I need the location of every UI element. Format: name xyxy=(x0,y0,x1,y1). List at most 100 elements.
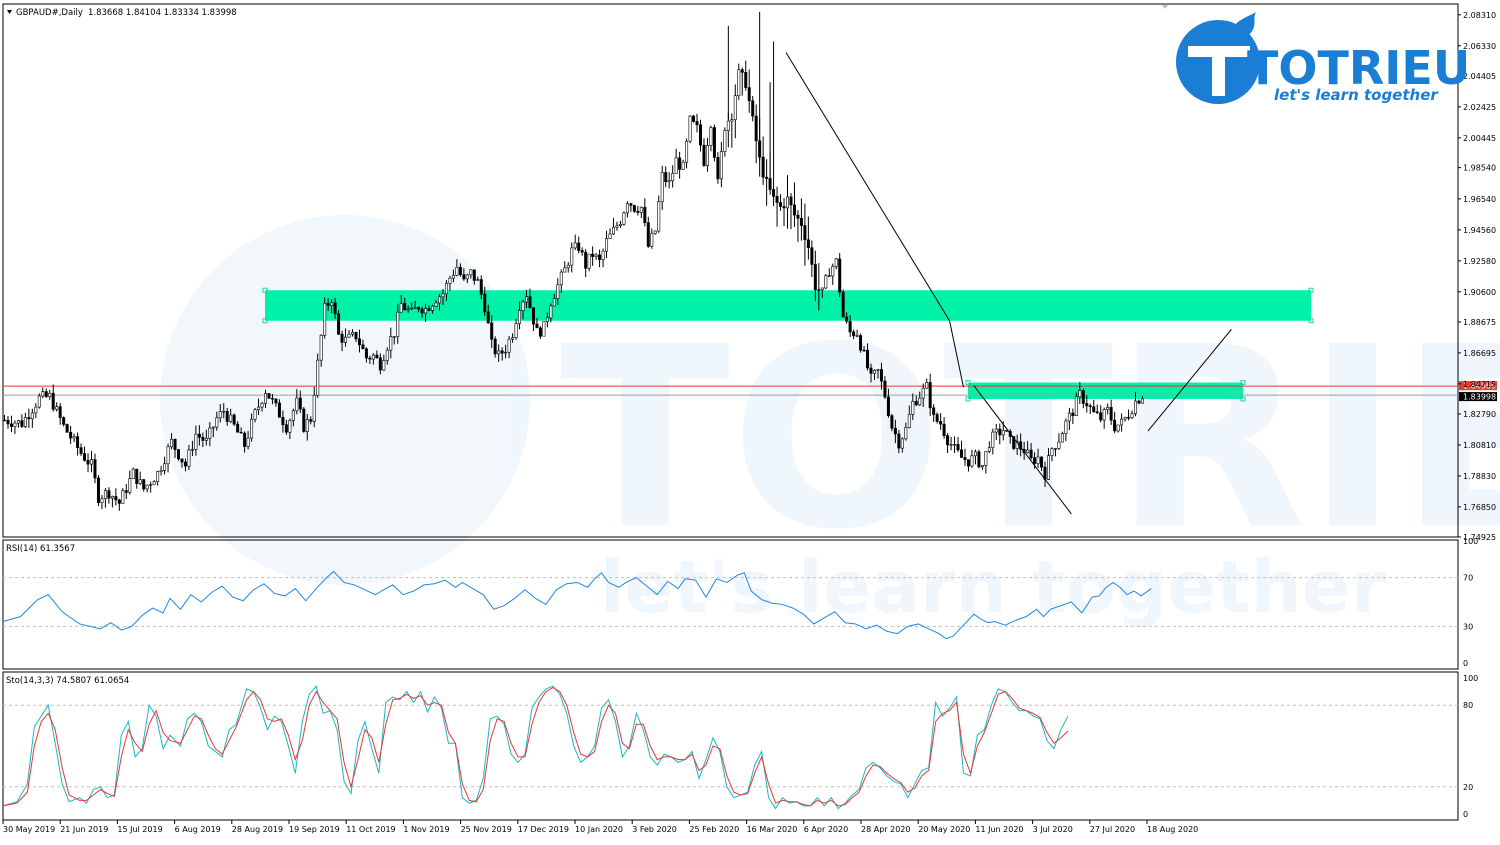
date-axis-label: 19 Sep 2019 xyxy=(289,825,340,834)
price-axis-label: 2.06330 xyxy=(1463,42,1496,51)
candle-body xyxy=(100,498,104,503)
zone-handle[interactable] xyxy=(262,318,268,324)
candle-body xyxy=(966,459,970,467)
candle-body xyxy=(79,447,83,454)
price-hlines[interactable]: 1.84569 1.83998 xyxy=(3,381,1497,402)
zone-handle[interactable] xyxy=(965,380,971,386)
candle-body xyxy=(664,172,668,183)
candle-body xyxy=(319,335,323,361)
candle-body xyxy=(187,449,191,467)
candle-body xyxy=(58,406,62,418)
candle-body xyxy=(476,279,480,281)
price-axis-label: 1.92580 xyxy=(1463,257,1496,266)
candle-body xyxy=(747,87,751,102)
candle-body xyxy=(406,308,410,311)
candle-body xyxy=(521,301,525,311)
candle-body xyxy=(1123,417,1127,420)
zone-handle[interactable] xyxy=(1240,380,1246,386)
candle-body xyxy=(420,308,424,314)
candle-body xyxy=(51,392,55,410)
candle-body xyxy=(545,317,549,322)
candle-body xyxy=(490,322,494,340)
candle-body xyxy=(354,332,358,340)
zone-handle[interactable] xyxy=(965,396,971,402)
trendline[interactable] xyxy=(1147,329,1232,432)
candle-body xyxy=(392,336,396,338)
price-axis-label: 1.96540 xyxy=(1463,195,1496,204)
price-axis-label: 1.74925 xyxy=(1463,533,1496,542)
candle-body xyxy=(1060,433,1064,443)
candle-body xyxy=(340,333,344,343)
candle-body xyxy=(298,397,302,410)
date-axis-label: 28 Aug 2019 xyxy=(232,825,283,834)
candle-body xyxy=(288,420,292,433)
watermark-brand: TOTRIEU xyxy=(560,293,1500,584)
candle-body xyxy=(712,127,716,158)
trendline[interactable] xyxy=(949,320,964,388)
price-axis-label: 1.98540 xyxy=(1463,164,1496,173)
candle-body xyxy=(312,395,316,422)
candle-body xyxy=(946,435,950,446)
candle-body xyxy=(323,302,327,336)
candle-body xyxy=(201,436,205,441)
candle-body xyxy=(671,173,675,182)
candle-body xyxy=(500,350,504,354)
trendlines[interactable] xyxy=(785,52,1232,515)
date-axis-label: 21 Jun 2019 xyxy=(60,825,108,834)
rsi-title: RSI(14) 61.3567 xyxy=(6,544,75,554)
zone-2[interactable] xyxy=(968,382,1243,399)
candle-body xyxy=(674,157,678,174)
candle-body xyxy=(229,414,233,422)
date-axis-label: 3 Jul 2020 xyxy=(1033,825,1073,834)
candle-body xyxy=(246,437,250,447)
candle-body xyxy=(563,267,567,273)
candle-body xyxy=(103,490,107,500)
zone-handle[interactable] xyxy=(1308,287,1314,293)
candle-body xyxy=(486,311,490,324)
trendline[interactable] xyxy=(973,385,1072,515)
candle-body xyxy=(257,406,261,410)
candle-body xyxy=(911,400,915,415)
candle-body xyxy=(733,95,737,121)
candle-body xyxy=(518,310,522,324)
candle-body xyxy=(177,449,181,460)
date-axis-label: 6 Aug 2019 xyxy=(175,825,221,834)
candle-body xyxy=(998,428,1002,436)
candle-body xyxy=(977,451,981,468)
candle-body xyxy=(817,289,821,291)
date-axis-label: 11 Oct 2019 xyxy=(346,825,395,834)
candle-body xyxy=(204,438,208,441)
candle-body xyxy=(479,279,483,295)
stochastic-axis-label: 20 xyxy=(1463,783,1473,792)
candle-body xyxy=(921,387,925,399)
candle-body xyxy=(469,269,473,276)
candle-body xyxy=(883,380,887,398)
candle-body xyxy=(277,402,281,418)
candle-body xyxy=(796,214,800,219)
candle-body xyxy=(37,395,41,408)
symbol-dropdown-icon[interactable] xyxy=(7,10,12,14)
stochastic-pane-frame xyxy=(2,671,1459,821)
candle-body xyxy=(20,420,24,427)
candle-body xyxy=(705,145,709,166)
candle-body xyxy=(852,331,856,337)
price-axis-label: 1.94560 xyxy=(1463,226,1496,235)
logo-brand: TOTRIEU xyxy=(1247,41,1470,95)
candle-body xyxy=(243,432,247,447)
zone-handle[interactable] xyxy=(1308,318,1314,324)
zone-handle[interactable] xyxy=(262,287,268,293)
trendline[interactable] xyxy=(785,52,950,322)
price-axis-label: 1.82790 xyxy=(1463,410,1496,419)
candle-body xyxy=(190,449,194,451)
candle-body xyxy=(291,410,295,421)
candle-body xyxy=(274,398,278,404)
price-axis-label: 1.78830 xyxy=(1463,472,1496,481)
candle-body xyxy=(524,296,528,303)
candle-body xyxy=(591,253,595,257)
candle-body xyxy=(135,468,139,485)
zone-handle[interactable] xyxy=(1240,396,1246,402)
rsi-axis-label: 70 xyxy=(1463,574,1473,583)
candle-body xyxy=(1067,412,1071,422)
candle-body xyxy=(48,392,52,397)
